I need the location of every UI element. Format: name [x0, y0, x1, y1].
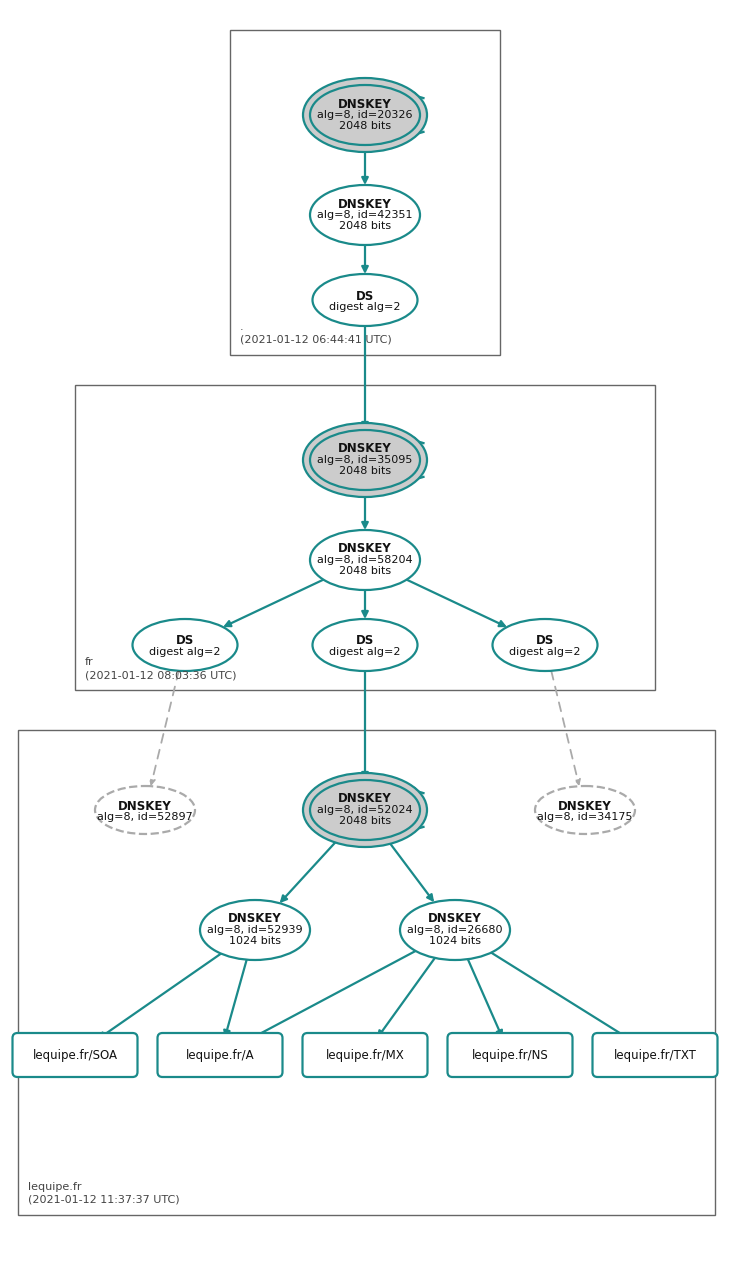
Text: alg=8, id=52024: alg=8, id=52024 — [317, 805, 413, 815]
Ellipse shape — [200, 900, 310, 960]
Text: alg=8, id=26680: alg=8, id=26680 — [408, 925, 503, 935]
Ellipse shape — [400, 900, 510, 960]
Bar — [75, 385, 655, 690]
Ellipse shape — [312, 619, 418, 671]
Text: lequipe.fr/MX: lequipe.fr/MX — [325, 1048, 405, 1062]
Text: .
(2021-01-12 06:44:41 UTC): . (2021-01-12 06:44:41 UTC) — [240, 322, 391, 345]
Ellipse shape — [493, 619, 597, 671]
Text: 2048 bits: 2048 bits — [339, 221, 391, 231]
Bar — [230, 29, 500, 355]
FancyBboxPatch shape — [12, 1033, 138, 1077]
Ellipse shape — [303, 78, 427, 152]
Text: DNSKEY: DNSKEY — [118, 800, 172, 813]
Ellipse shape — [310, 86, 420, 144]
Ellipse shape — [95, 786, 195, 835]
Text: DNSKEY: DNSKEY — [338, 97, 392, 110]
Text: DNSKEY: DNSKEY — [228, 912, 282, 925]
Text: digest alg=2: digest alg=2 — [150, 647, 221, 657]
Text: digest alg=2: digest alg=2 — [329, 302, 401, 312]
Text: DNSKEY: DNSKEY — [338, 198, 392, 211]
Text: lequipe.fr/SOA: lequipe.fr/SOA — [32, 1048, 117, 1062]
Text: DS: DS — [176, 634, 194, 648]
Text: DNSKEY: DNSKEY — [338, 442, 392, 455]
Text: 1024 bits: 1024 bits — [429, 935, 481, 946]
Text: 2048 bits: 2048 bits — [339, 566, 391, 576]
Text: alg=8, id=34175: alg=8, id=34175 — [537, 812, 633, 822]
Ellipse shape — [310, 429, 420, 489]
Text: DS: DS — [536, 634, 554, 648]
Text: DS: DS — [356, 634, 374, 648]
Ellipse shape — [133, 619, 237, 671]
Text: alg=8, id=42351: alg=8, id=42351 — [317, 210, 413, 220]
FancyBboxPatch shape — [448, 1033, 572, 1077]
Text: 2048 bits: 2048 bits — [339, 121, 391, 132]
Text: fr
(2021-01-12 08:03:36 UTC): fr (2021-01-12 08:03:36 UTC) — [85, 657, 237, 680]
Bar — [18, 730, 715, 1215]
Text: alg=8, id=20326: alg=8, id=20326 — [317, 110, 413, 120]
Text: alg=8, id=35095: alg=8, id=35095 — [317, 455, 413, 465]
Text: DNSKEY: DNSKEY — [428, 912, 482, 925]
Text: digest alg=2: digest alg=2 — [329, 647, 401, 657]
Ellipse shape — [303, 773, 427, 847]
Text: alg=8, id=58204: alg=8, id=58204 — [317, 555, 413, 565]
FancyBboxPatch shape — [158, 1033, 282, 1077]
Text: lequipe.fr/TXT: lequipe.fr/TXT — [614, 1048, 696, 1062]
Text: DNSKEY: DNSKEY — [558, 800, 612, 813]
Text: DS: DS — [356, 290, 374, 303]
Text: lequipe.fr/NS: lequipe.fr/NS — [471, 1048, 548, 1062]
Text: alg=8, id=52939: alg=8, id=52939 — [207, 925, 303, 935]
FancyBboxPatch shape — [303, 1033, 427, 1077]
Ellipse shape — [310, 530, 420, 590]
Text: 1024 bits: 1024 bits — [229, 935, 281, 946]
Text: 2048 bits: 2048 bits — [339, 466, 391, 475]
Ellipse shape — [535, 786, 635, 835]
Ellipse shape — [310, 185, 420, 245]
Text: DNSKEY: DNSKEY — [338, 792, 392, 805]
Text: DNSKEY: DNSKEY — [338, 542, 392, 556]
Text: lequipe.fr/A: lequipe.fr/A — [185, 1048, 254, 1062]
Text: digest alg=2: digest alg=2 — [509, 647, 581, 657]
Text: lequipe.fr
(2021-01-12 11:37:37 UTC): lequipe.fr (2021-01-12 11:37:37 UTC) — [28, 1182, 180, 1205]
Ellipse shape — [303, 423, 427, 497]
FancyBboxPatch shape — [592, 1033, 718, 1077]
Ellipse shape — [312, 273, 418, 326]
Text: 2048 bits: 2048 bits — [339, 815, 391, 826]
Ellipse shape — [310, 780, 420, 840]
Text: alg=8, id=52897: alg=8, id=52897 — [97, 812, 193, 822]
